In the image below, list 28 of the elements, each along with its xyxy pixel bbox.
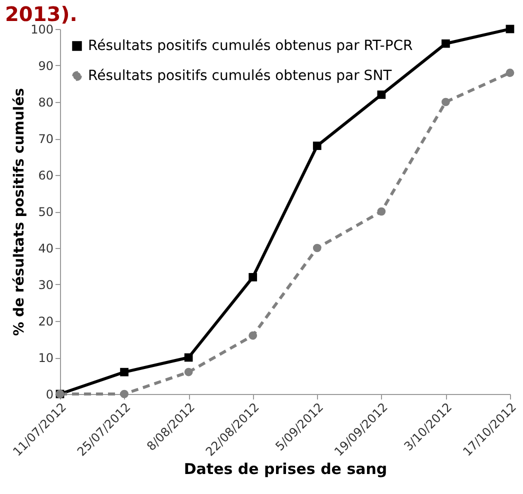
- legend-label: Résultats positifs cumulés obtenus par SNT: [88, 68, 392, 84]
- point: [120, 368, 128, 376]
- y-tick-label: 0: [46, 388, 54, 402]
- point: [377, 90, 386, 99]
- point: [120, 390, 128, 398]
- legend-label: Résultats positifs cumulés obtenus par RT-PCR: [88, 38, 414, 54]
- y-tick-label: 50: [38, 205, 54, 219]
- x-axis-title: Dates de prises de sang: [184, 460, 388, 478]
- point: [184, 353, 193, 362]
- y-tick-label: 30: [38, 278, 54, 292]
- point: [377, 207, 386, 216]
- y-tick-label: 70: [38, 132, 54, 146]
- point: [248, 273, 258, 282]
- y-tick-label: 10: [38, 351, 54, 365]
- point: [442, 98, 450, 106]
- y-tick-label: 90: [38, 59, 54, 73]
- y-tick-label: 40: [38, 242, 54, 256]
- point: [506, 68, 514, 77]
- y-tick-label: 20: [38, 314, 54, 328]
- y-tick-label: 80: [38, 96, 54, 110]
- point: [312, 142, 322, 150]
- point: [506, 24, 514, 34]
- y-axis-title: % de résultats positifs cumulés: [12, 88, 28, 336]
- point: [184, 368, 193, 376]
- point: [442, 39, 450, 48]
- point: [312, 244, 322, 252]
- y-tick-label: 60: [38, 168, 54, 182]
- point: [248, 331, 258, 340]
